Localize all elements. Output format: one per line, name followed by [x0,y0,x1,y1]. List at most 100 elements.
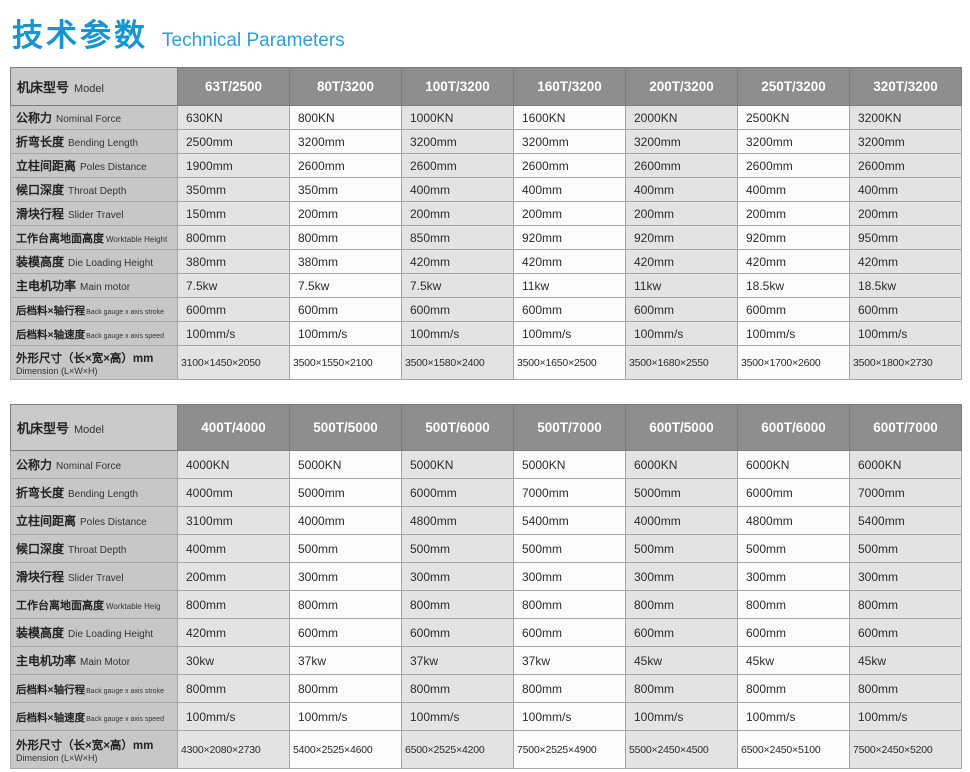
spec-row: 公称力 Nominal Force 4000KN 5000KN 5000KN 5000KN… [10,450,962,479]
row-label-en: Bending Length [68,488,139,500]
spec-value-cell: 3500×1550×2100 [289,345,402,380]
spec-value-cell: 400mm [177,534,290,563]
spec-value-cell: 100mm/s [177,702,290,731]
spec-value-cell: 6500×2525×4200 [401,730,514,769]
spec-table-1: 机床型号 Model 63T/2500 80T/3200 100T/3200 160T/3… [10,67,962,380]
row-label-en: Back gauge x axis speed [86,332,164,340]
spec-value-cell: 200mm [513,201,626,226]
spec-value-cell: 420mm [625,249,738,274]
row-label: 公称力 Nominal Force [10,105,178,130]
spec-row: 候口深度 Throat Depth 350mm 350mm 400mm 400mm 400m… [10,177,962,202]
spec-value-cell: 4000mm [625,506,738,535]
spec-value-cell: 400mm [849,177,962,202]
row-label: 主电机功率 Main motor [10,273,178,298]
spec-value-cell: 3200mm [625,129,738,154]
row-label: 主电机功率 Main Motor [10,646,178,675]
row-label-en: Worktable Heig [106,601,161,611]
row-label-en: Back gauge x axis stroke [86,687,164,695]
spec-row: 立柱间距离 Poles Distance 1900mm 2600mm 2600mm 260… [10,153,962,178]
spec-value-cell: 4300×2080×2730 [177,730,290,769]
model-column-header-3: 100T/3200 [401,67,514,106]
row-label-zh: 后档料×轴行程 [16,683,86,696]
spec-value-cell: 500mm [737,534,850,563]
row-label: 候口深度 Throat Depth [10,177,178,202]
row-label-en: Main Motor [80,656,131,668]
spec-value-cell: 800mm [513,590,626,619]
row-label: 装模高度 Die Loading Height [10,249,178,274]
spec-value-cell: 100mm/s [849,321,962,346]
spec-value-cell: 30kw [177,646,290,675]
row-label-zh: 立柱间距离 [16,513,77,528]
spec-value-cell: 4800mm [401,506,514,535]
model-label-en: Model [74,424,104,436]
spec-value-cell: 5000KN [513,450,626,479]
model-column-header-1: 63T/2500 [177,67,290,106]
spec-value-cell: 920mm [625,225,738,250]
spec-value-cell: 7.5kw [401,273,514,298]
spec-value-cell: 200mm [289,201,402,226]
spec-value-cell: 3500×1700×2600 [737,345,850,380]
spec-value-cell: 600mm [177,297,290,322]
spec-value-cell: 600mm [625,297,738,322]
row-label-zh: 工作台离地面高度 [16,232,104,245]
spec-row: 后档料×轴速度Back gauge x axis speed 100mm/s 100… [10,321,962,346]
spec-row: 装模高度 Die Loading Height 380mm 380mm 420mm 420… [10,249,962,274]
spec-value-cell: 2600mm [849,153,962,178]
spec-value-cell: 4000mm [177,478,290,507]
row-label-zh: 后档料×轴速度 [16,328,86,341]
row-label-en: Back gauge x axis stroke [86,308,164,316]
spec-value-cell: 600mm [737,297,850,322]
spec-row: 外形尺寸（长×宽×高）mm Dimension (L×W×H) 3100×1450×… [10,345,962,380]
row-label-en: Poles Distance [80,516,147,528]
spec-value-cell: 4000KN [177,450,290,479]
row-label: 装模高度 Die Loading Height [10,618,178,647]
spec-value-cell: 400mm [513,177,626,202]
spec-value-cell: 500mm [513,534,626,563]
spec-value-cell: 630KN [177,105,290,130]
row-label: 折弯长度 Bending Length [10,478,178,507]
spec-value-cell: 920mm [737,225,850,250]
row-label-zh: 候口深度 [16,182,65,197]
spec-value-cell: 3100×1450×2050 [177,345,290,380]
row-label-zh: 折弯长度 [16,485,65,500]
spec-value-cell: 600mm [513,297,626,322]
spec-value-cell: 100mm/s [625,321,738,346]
row-label-zh: 滑块行程 [16,569,65,584]
row-label: 工作台离地面高度 Worktable Heig [10,590,178,619]
row-label: 公称力 Nominal Force [10,450,178,479]
spec-row: 折弯长度 Bending Length 4000mm 5000mm 6000mm 7000… [10,478,962,507]
spec-value-cell: 800mm [401,674,514,703]
spec-value-cell: 18.5kw [849,273,962,298]
spec-value-cell: 800mm [289,674,402,703]
row-label-en: Throat Depth [68,185,127,197]
spec-value-cell: 400mm [625,177,738,202]
spec-value-cell: 7000mm [513,478,626,507]
spec-value-cell: 37kw [513,646,626,675]
spec-value-cell: 5000KN [289,450,402,479]
spec-value-cell: 400mm [401,177,514,202]
spec-value-cell: 2600mm [625,153,738,178]
spec-value-cell: 37kw [289,646,402,675]
row-label-en: Throat Depth [68,544,127,556]
spec-value-cell: 45kw [625,646,738,675]
spec-value-cell: 800mm [849,590,962,619]
row-label-zh: 候口深度 [16,541,65,556]
spec-value-cell: 800mm [401,590,514,619]
spec-value-cell: 500mm [401,534,514,563]
spec-row: 工作台离地面高度 Worktable Height 800mm 800mm 850mm 9… [10,225,962,250]
spec-value-cell: 5000mm [625,478,738,507]
row-label-zh: 主电机功率 [16,278,77,293]
row-label-en: Die Loading Height [68,628,154,640]
spec-value-cell: 3200KN [849,105,962,130]
spec-value-cell: 4800mm [737,506,850,535]
spec-value-cell: 5000mm [289,478,402,507]
model-column-header-4: 500T/7000 [513,404,626,451]
spec-value-cell: 800mm [177,674,290,703]
spec-value-cell: 850mm [401,225,514,250]
model-label-zh: 机床型号 [17,421,70,436]
spec-value-cell: 6000mm [737,478,850,507]
spec-value-cell: 350mm [289,177,402,202]
spec-row: 后档料×轴行程Back gauge x axis stroke 800mm 800m… [10,674,962,703]
row-label-en: Slider Travel [68,209,124,221]
spec-value-cell: 100mm/s [849,702,962,731]
